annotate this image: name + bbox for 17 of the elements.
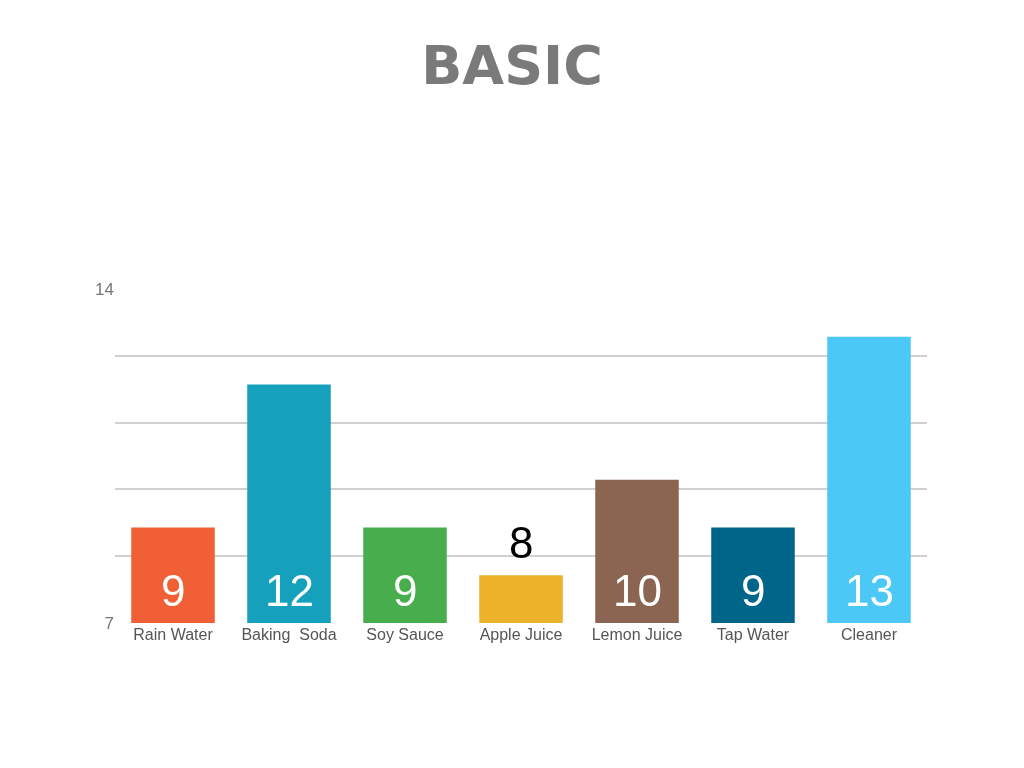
data-label: 13 — [845, 566, 894, 615]
data-label: 12 — [265, 566, 314, 615]
x-tick-label: Soy Sauce — [366, 626, 444, 643]
x-tick-label: Tap Water — [716, 626, 790, 643]
data-label: 9 — [741, 566, 766, 615]
data-label: 8 — [509, 518, 534, 567]
y-tick-label: 7 — [104, 613, 114, 633]
y-tick-label: 14 — [95, 279, 114, 299]
data-label: 9 — [393, 566, 418, 615]
x-tick-label: Baking Soda — [241, 626, 337, 643]
chart-title: BASIC — [421, 34, 603, 98]
x-tick-label: Cleaner — [840, 626, 898, 643]
data-label: 10 — [613, 566, 662, 615]
x-tick-label: Lemon Juice — [591, 626, 683, 643]
x-tick-label: Rain Water — [133, 626, 214, 643]
x-tick-label: Apple Juice — [479, 626, 563, 643]
data-label: 9 — [161, 566, 186, 615]
